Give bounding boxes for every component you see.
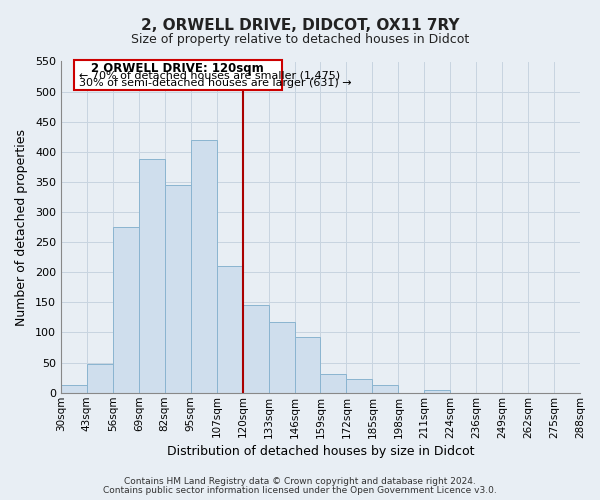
Bar xyxy=(320,374,346,392)
Bar xyxy=(269,322,295,392)
Bar xyxy=(139,159,165,392)
Text: 2, ORWELL DRIVE, DIDCOT, OX11 7RY: 2, ORWELL DRIVE, DIDCOT, OX11 7RY xyxy=(141,18,459,32)
X-axis label: Distribution of detached houses by size in Didcot: Distribution of detached houses by size … xyxy=(167,444,474,458)
Bar xyxy=(424,390,450,392)
FancyBboxPatch shape xyxy=(74,60,281,90)
Bar xyxy=(87,364,113,392)
Text: Contains HM Land Registry data © Crown copyright and database right 2024.: Contains HM Land Registry data © Crown c… xyxy=(124,477,476,486)
Bar xyxy=(346,380,373,392)
Text: 2 ORWELL DRIVE: 120sqm: 2 ORWELL DRIVE: 120sqm xyxy=(91,62,264,75)
Bar xyxy=(191,140,217,392)
Bar xyxy=(61,386,87,392)
Text: ← 70% of detached houses are smaller (1,475): ← 70% of detached houses are smaller (1,… xyxy=(79,70,340,81)
Bar xyxy=(113,227,139,392)
Bar xyxy=(165,185,191,392)
Bar xyxy=(373,386,398,392)
Text: 30% of semi-detached houses are larger (631) →: 30% of semi-detached houses are larger (… xyxy=(79,78,352,88)
Y-axis label: Number of detached properties: Number of detached properties xyxy=(15,128,28,326)
Text: Size of property relative to detached houses in Didcot: Size of property relative to detached ho… xyxy=(131,32,469,46)
Text: Contains public sector information licensed under the Open Government Licence v3: Contains public sector information licen… xyxy=(103,486,497,495)
Bar xyxy=(242,306,269,392)
Bar xyxy=(295,338,320,392)
Bar xyxy=(217,266,242,392)
